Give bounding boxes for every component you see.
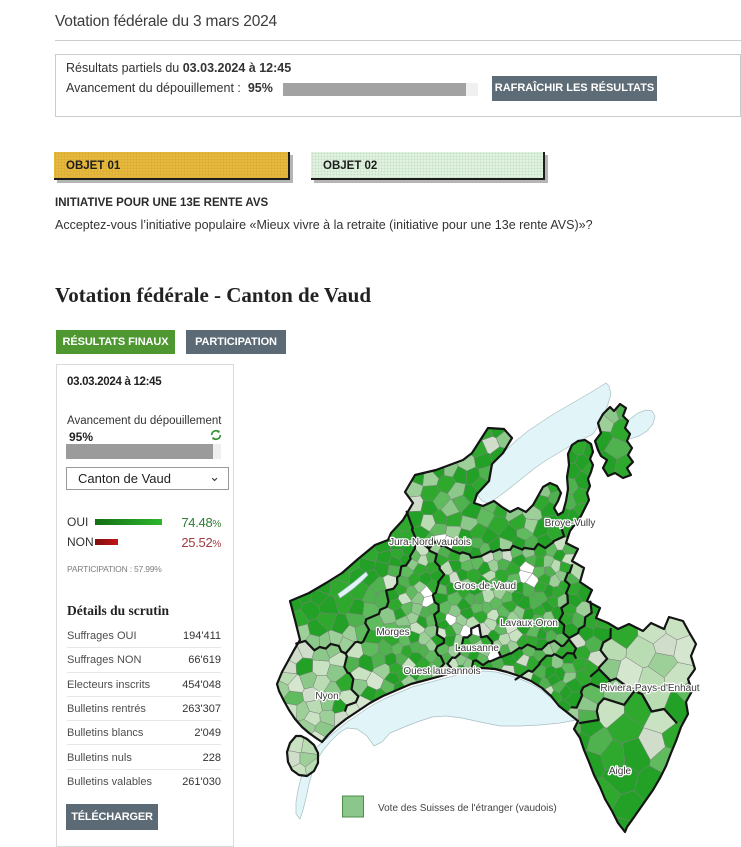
svg-text:Lausanne: Lausanne — [455, 643, 499, 654]
svg-text:Morges: Morges — [376, 627, 409, 638]
svg-text:Riviera-Pays-d'Enhaut: Riviera-Pays-d'Enhaut — [600, 683, 699, 694]
svg-text:Gros-de-Vaud: Gros-de-Vaud — [454, 581, 516, 592]
svg-text:Jura-Nord vaudois: Jura-Nord vaudois — [389, 537, 471, 548]
svg-text:Aigle: Aigle — [609, 766, 632, 777]
svg-text:Broye-Vully: Broye-Vully — [545, 518, 596, 529]
svg-text:Nyon: Nyon — [315, 691, 338, 702]
svg-text:Ouest lausannois: Ouest lausannois — [403, 666, 480, 677]
svg-text:Lavaux-Oron: Lavaux-Oron — [500, 618, 558, 629]
svg-text:Vote des Suisses de l'étranger: Vote des Suisses de l'étranger (vaudois) — [378, 803, 557, 814]
